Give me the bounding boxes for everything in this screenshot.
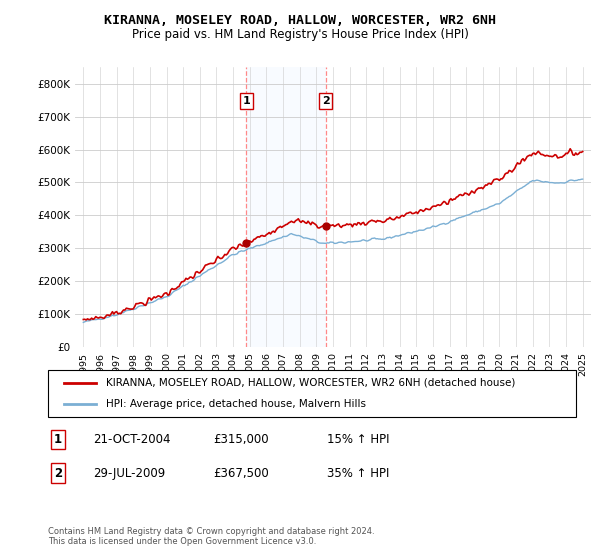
Text: £367,500: £367,500 [213, 466, 269, 480]
Text: £315,000: £315,000 [213, 433, 269, 446]
Text: Contains HM Land Registry data © Crown copyright and database right 2024.
This d: Contains HM Land Registry data © Crown c… [48, 526, 374, 546]
Text: 1: 1 [54, 433, 62, 446]
Bar [247, 67, 326, 347]
Text: 35% ↑ HPI: 35% ↑ HPI [327, 466, 389, 480]
Text: HPI: Average price, detached house, Malvern Hills: HPI: Average price, detached house, Malv… [106, 399, 366, 409]
Text: 2: 2 [322, 96, 330, 106]
Text: 15% ↑ HPI: 15% ↑ HPI [327, 433, 389, 446]
Text: KIRANNA, MOSELEY ROAD, HALLOW, WORCESTER, WR2 6NH (detached house): KIRANNA, MOSELEY ROAD, HALLOW, WORCESTER… [106, 378, 515, 388]
Text: Price paid vs. HM Land Registry's House Price Index (HPI): Price paid vs. HM Land Registry's House … [131, 28, 469, 41]
Text: KIRANNA, MOSELEY ROAD, HALLOW, WORCESTER, WR2 6NH: KIRANNA, MOSELEY ROAD, HALLOW, WORCESTER… [104, 14, 496, 27]
Text: 29-JUL-2009: 29-JUL-2009 [93, 466, 165, 480]
Text: 2: 2 [54, 466, 62, 480]
Text: 21-OCT-2004: 21-OCT-2004 [93, 433, 170, 446]
Text: 1: 1 [242, 96, 250, 106]
